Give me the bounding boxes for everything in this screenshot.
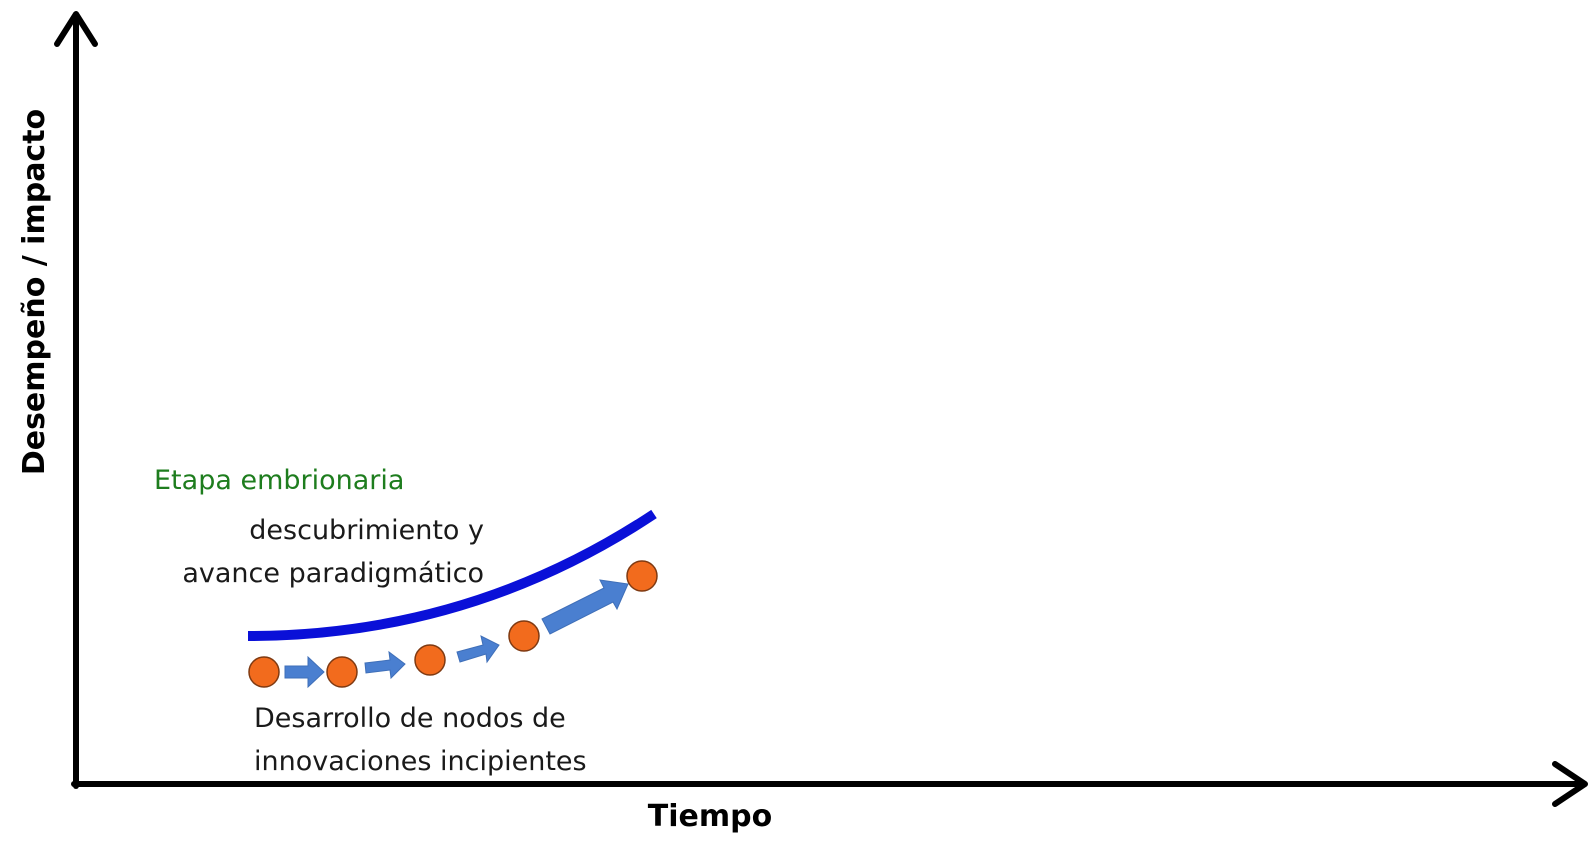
step-arrow xyxy=(456,635,500,664)
step-arrows xyxy=(284,579,629,689)
stage-description-line1: descubrimiento y xyxy=(249,515,484,546)
x-axis-arrowhead xyxy=(1552,761,1588,807)
innovation-node xyxy=(414,644,446,676)
step-arrow xyxy=(364,650,406,680)
step-arrow xyxy=(541,579,629,635)
step-arrow xyxy=(284,655,325,689)
stage-description-line2: avance paradigmático xyxy=(182,558,484,589)
nodes-caption-line2: innovaciones incipientes xyxy=(254,746,587,777)
innovation-node xyxy=(508,620,540,652)
innovation-node xyxy=(626,560,658,592)
y-axis-title: Desempeño / impacto xyxy=(17,109,52,475)
nodes-caption-line1: Desarrollo de nodos de xyxy=(254,703,566,734)
stage-title: Etapa embrionaria xyxy=(154,465,404,496)
y-axis xyxy=(54,11,98,789)
x-axis-title: Tiempo xyxy=(648,799,772,834)
innovation-node xyxy=(248,656,280,688)
x-axis xyxy=(71,761,1588,807)
innovation-node xyxy=(326,656,358,688)
embryonic-stage-curve xyxy=(247,509,657,641)
innovation-nodes xyxy=(248,560,658,688)
y-axis-arrowhead xyxy=(54,11,98,47)
